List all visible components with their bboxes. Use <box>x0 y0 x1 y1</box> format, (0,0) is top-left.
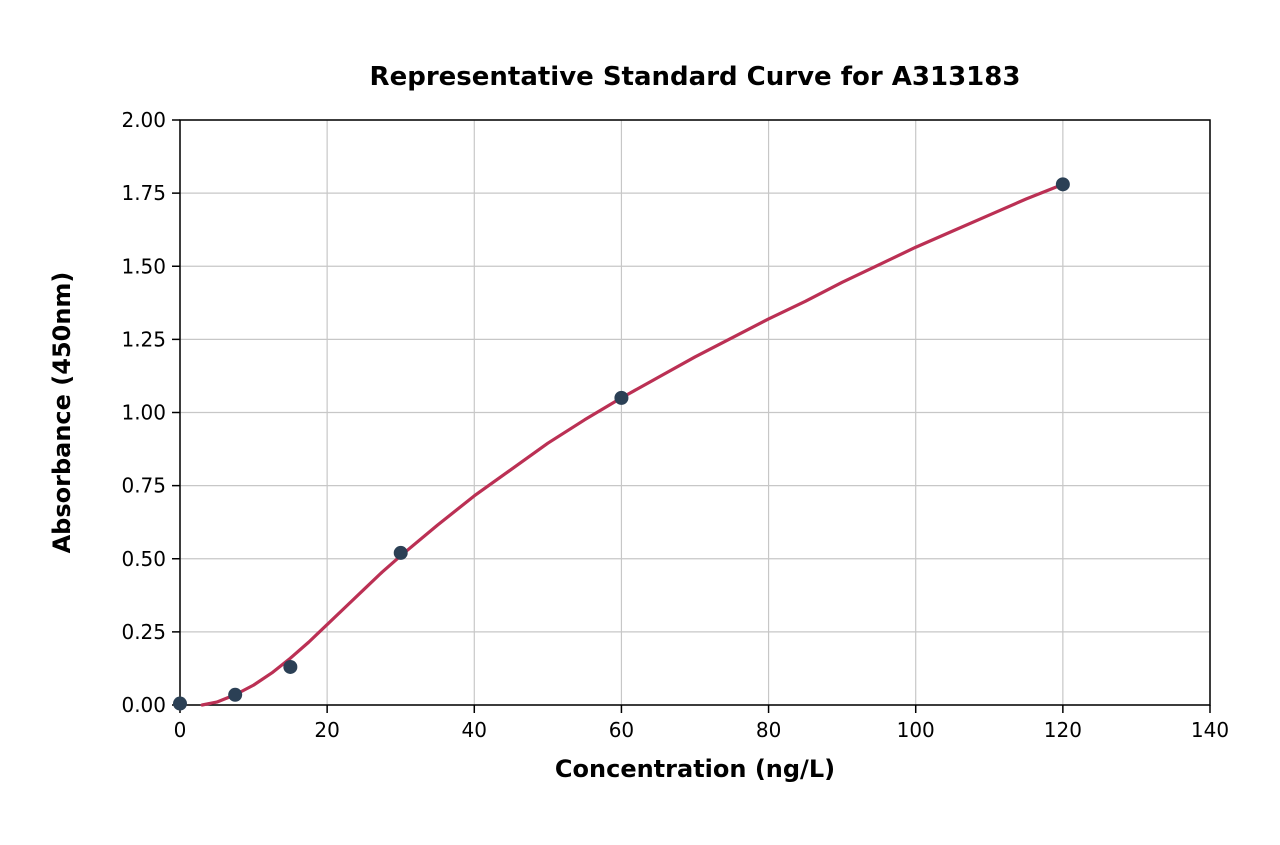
ytick-label: 0.75 <box>121 474 166 498</box>
ytick-label: 2.00 <box>121 108 166 132</box>
data-point <box>394 546 408 560</box>
data-point <box>228 688 242 702</box>
xtick-label: 80 <box>756 718 781 742</box>
chart-title: Representative Standard Curve for A31318… <box>370 62 1021 92</box>
data-point <box>283 660 297 674</box>
ytick-label: 0.50 <box>121 547 166 571</box>
ytick-label: 0.25 <box>121 620 166 644</box>
xtick-label: 120 <box>1044 718 1082 742</box>
xtick-label: 20 <box>314 718 339 742</box>
x-axis-label: Concentration (ng/L) <box>555 755 835 783</box>
xtick-label: 40 <box>462 718 487 742</box>
ytick-label: 1.00 <box>121 401 166 425</box>
xtick-label: 100 <box>897 718 935 742</box>
ytick-label: 1.50 <box>121 254 166 278</box>
y-axis-label: Absorbance (450nm) <box>48 272 76 554</box>
ytick-label: 0.00 <box>121 693 166 717</box>
xtick-label: 60 <box>609 718 634 742</box>
data-point <box>1056 177 1070 191</box>
ytick-label: 1.25 <box>121 327 166 351</box>
data-point <box>173 697 187 711</box>
ytick-label: 1.75 <box>121 181 166 205</box>
chart-container: 0 20 40 60 80 100 120 140 0.00 0.25 0.50 0.75 1.00 1.… <box>0 0 1280 845</box>
data-point <box>614 391 628 405</box>
standard-curve-chart: 0 20 40 60 80 100 120 140 0.00 0.25 0.50 0.75 1.00 1.… <box>0 0 1280 845</box>
xtick-label: 0 <box>174 718 187 742</box>
xtick-label: 140 <box>1191 718 1229 742</box>
